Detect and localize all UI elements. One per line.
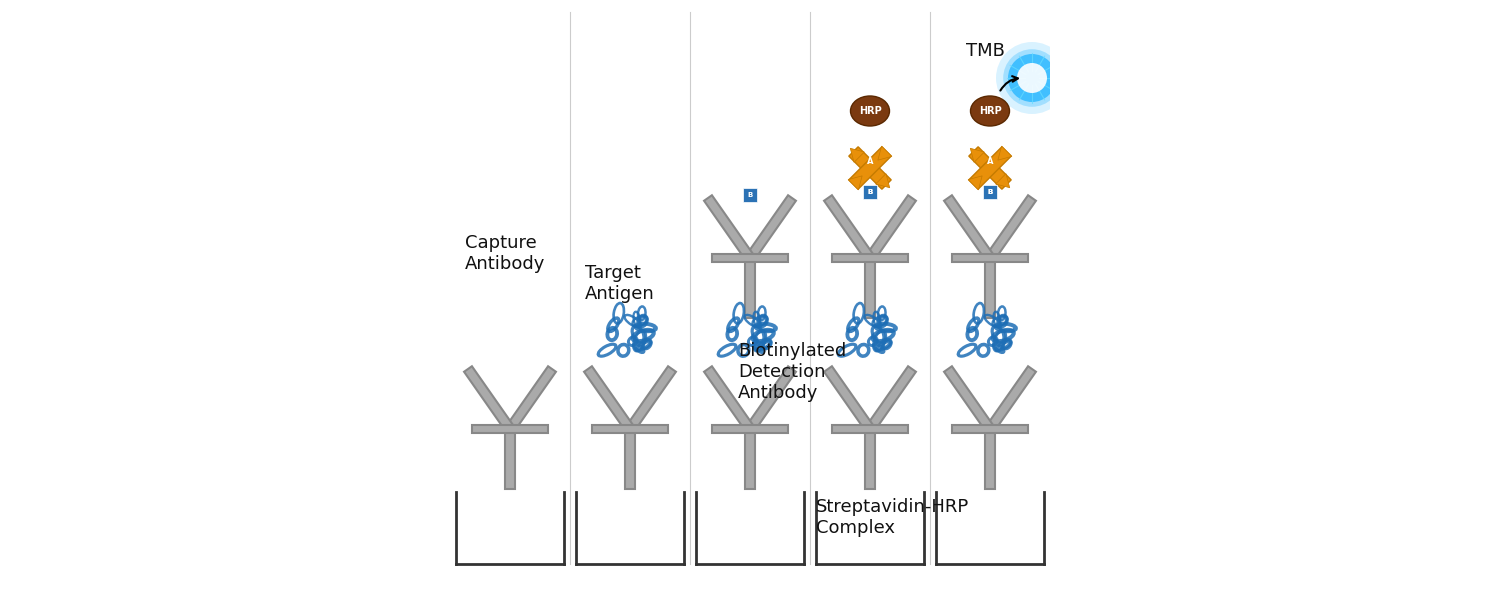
FancyBboxPatch shape	[849, 147, 891, 189]
FancyBboxPatch shape	[746, 195, 796, 261]
Text: Streptavidin-HRP
Complex: Streptavidin-HRP Complex	[816, 498, 969, 537]
FancyBboxPatch shape	[986, 366, 1036, 432]
FancyBboxPatch shape	[506, 429, 515, 489]
FancyBboxPatch shape	[833, 254, 908, 262]
Text: TMB: TMB	[966, 42, 1005, 60]
FancyBboxPatch shape	[969, 147, 1011, 189]
FancyBboxPatch shape	[986, 429, 994, 489]
FancyBboxPatch shape	[824, 195, 874, 261]
Circle shape	[1008, 54, 1056, 102]
FancyBboxPatch shape	[849, 147, 891, 189]
FancyBboxPatch shape	[969, 147, 1011, 189]
FancyBboxPatch shape	[746, 258, 754, 318]
Text: HRP: HRP	[858, 106, 882, 116]
FancyBboxPatch shape	[865, 195, 916, 261]
Text: B: B	[747, 192, 753, 198]
FancyBboxPatch shape	[592, 425, 668, 433]
FancyBboxPatch shape	[952, 254, 1028, 262]
Circle shape	[1004, 49, 1060, 107]
Text: Biotinylated
Detection
Antibody: Biotinylated Detection Antibody	[738, 342, 846, 401]
FancyBboxPatch shape	[746, 366, 796, 432]
FancyBboxPatch shape	[746, 429, 754, 489]
Text: B: B	[987, 189, 993, 195]
FancyBboxPatch shape	[506, 366, 556, 432]
FancyBboxPatch shape	[952, 425, 1028, 433]
Text: A: A	[987, 157, 993, 166]
FancyBboxPatch shape	[464, 366, 514, 432]
FancyBboxPatch shape	[712, 425, 788, 433]
FancyBboxPatch shape	[626, 366, 676, 432]
Text: HRP: HRP	[978, 106, 1002, 116]
FancyBboxPatch shape	[626, 429, 634, 489]
Text: Target
Antigen: Target Antigen	[585, 264, 654, 303]
FancyBboxPatch shape	[865, 258, 874, 318]
FancyBboxPatch shape	[704, 195, 754, 261]
Text: B: B	[987, 189, 993, 195]
FancyBboxPatch shape	[944, 366, 994, 432]
FancyBboxPatch shape	[865, 366, 916, 432]
Ellipse shape	[850, 96, 889, 126]
Ellipse shape	[970, 96, 1010, 126]
Circle shape	[1017, 63, 1047, 93]
FancyBboxPatch shape	[833, 425, 908, 433]
FancyBboxPatch shape	[944, 195, 994, 261]
FancyBboxPatch shape	[865, 429, 874, 489]
Text: A: A	[867, 157, 873, 166]
FancyBboxPatch shape	[472, 425, 548, 433]
FancyBboxPatch shape	[824, 366, 874, 432]
FancyBboxPatch shape	[584, 366, 634, 432]
FancyBboxPatch shape	[986, 195, 1036, 261]
Text: Capture
Antibody: Capture Antibody	[465, 234, 546, 273]
Text: B: B	[867, 189, 873, 195]
FancyBboxPatch shape	[986, 258, 994, 318]
Circle shape	[996, 42, 1068, 114]
FancyBboxPatch shape	[712, 254, 788, 262]
Text: B: B	[867, 189, 873, 195]
FancyBboxPatch shape	[704, 366, 754, 432]
